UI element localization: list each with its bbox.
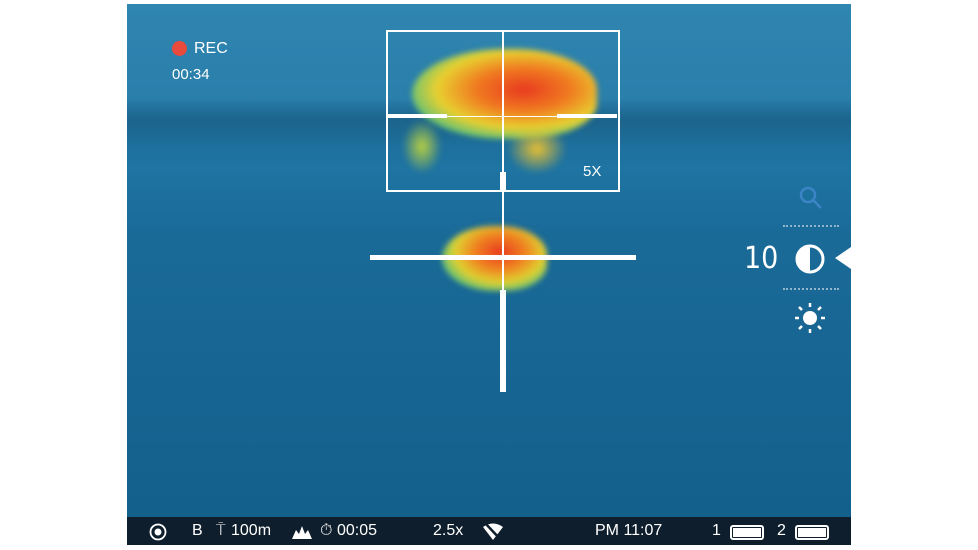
status-bar: B ⍑ 100m ⏱ 00:05 2.5x PM 11:07 1 2 xyxy=(127,517,851,545)
contrast-value: 10 xyxy=(744,241,779,276)
selection-pointer-icon xyxy=(835,247,851,269)
search-icon[interactable] xyxy=(797,184,825,212)
clock: PM 11:07 xyxy=(595,522,663,539)
zoom-crosshair-v xyxy=(502,31,504,189)
brightness-icon[interactable] xyxy=(794,302,826,334)
mode-label: B xyxy=(192,522,203,539)
menu-divider xyxy=(783,288,839,290)
battery1-icon xyxy=(730,525,764,540)
wifi-off-icon xyxy=(483,522,503,541)
stadiametric-icon xyxy=(292,526,312,539)
record-indicator-icon xyxy=(172,41,187,56)
rec-time: 00:34 xyxy=(172,66,210,83)
menu-divider xyxy=(783,225,839,227)
zoom-crosshair-left xyxy=(387,114,447,118)
battery2-icon xyxy=(795,525,829,540)
record-mode-icon xyxy=(149,523,167,541)
battery2-label: 2 xyxy=(777,522,786,539)
zoom-crosshair-h xyxy=(447,116,557,117)
thermal-viewfinder: REC 00:34 5X 10 xyxy=(127,4,851,517)
contrast-icon[interactable] xyxy=(794,243,826,275)
distance-value: 100m xyxy=(231,522,272,539)
zoom-value: 2.5x xyxy=(433,522,464,539)
distance-icon: ⍑ xyxy=(216,522,226,539)
battery1-label: 1 xyxy=(712,522,721,539)
timer-icon: ⏱ xyxy=(320,522,333,539)
rec-label: REC xyxy=(194,40,228,57)
zoom-crosshair-right xyxy=(557,114,617,118)
timer-value: 00:05 xyxy=(337,522,378,539)
zoom-window-label: 5X xyxy=(583,163,602,180)
